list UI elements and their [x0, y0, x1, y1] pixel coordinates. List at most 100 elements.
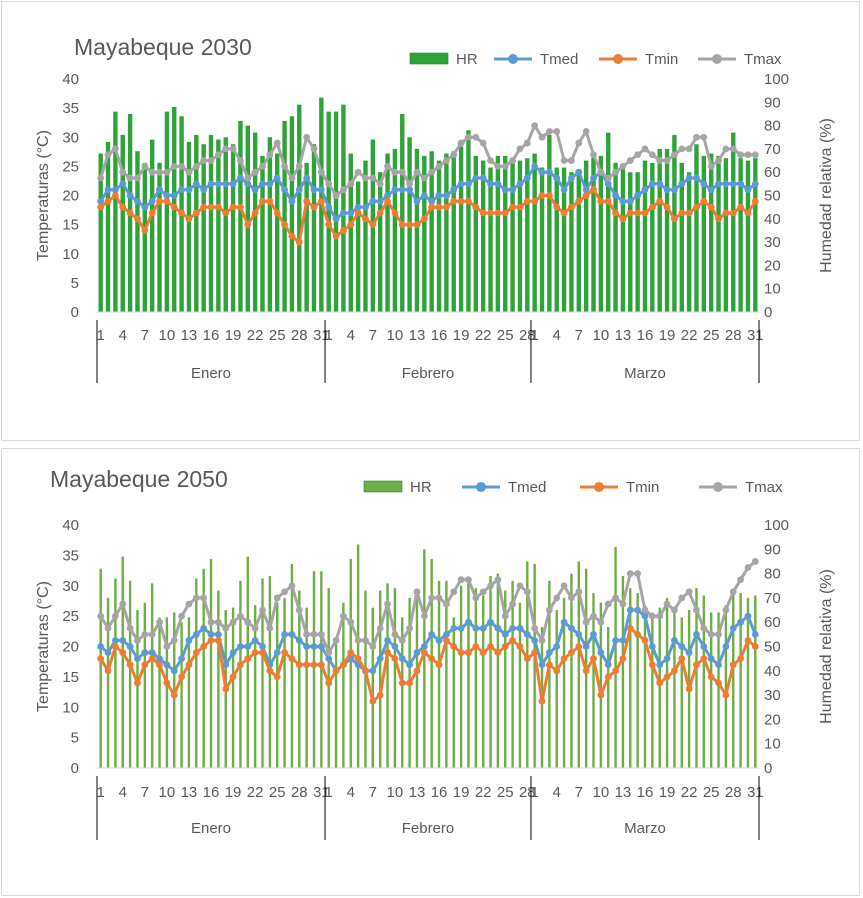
tmed-point [325, 203, 333, 211]
tmed-point [663, 655, 671, 663]
y-tick-label: 25 [62, 608, 79, 625]
tmin-point [347, 221, 355, 229]
tmin-point [340, 227, 347, 234]
x-tick-label: 22 [247, 327, 264, 344]
tmin-point [222, 209, 230, 217]
tmed-point [641, 612, 649, 620]
tmax-point [156, 168, 163, 176]
hr-bar [672, 134, 677, 312]
tmax-point [111, 145, 119, 153]
tmax-point [104, 624, 112, 632]
hr-bar [348, 153, 353, 312]
tmin-point [295, 238, 303, 246]
hr-bar [738, 158, 743, 312]
tmed-point [163, 192, 171, 199]
legend-label-tmed: Tmed [508, 479, 546, 496]
y-tick-label: 30 [62, 129, 79, 146]
tmax-point [597, 618, 605, 626]
hr-bar [371, 607, 375, 768]
tmin-point [516, 643, 524, 650]
tmin-point [597, 197, 605, 205]
y2-tick-label: 50 [764, 188, 781, 205]
x-tick-label: 1 [530, 327, 538, 344]
x-tick-label: 13 [615, 327, 632, 344]
hr-bar [267, 137, 273, 312]
hr-bar [202, 568, 205, 768]
tmax-point [545, 128, 553, 135]
tmed-point [185, 637, 193, 644]
hr-bar [320, 571, 323, 768]
tmin-point [487, 209, 494, 217]
tmin-point [310, 203, 318, 211]
tmin-point [398, 221, 406, 229]
tmed-point [612, 192, 619, 199]
tmax-point [641, 145, 649, 153]
tmin-point [457, 197, 465, 205]
tmin-point [560, 209, 568, 217]
tmed-point [391, 643, 399, 650]
tmed-point [560, 618, 568, 626]
tmax-point [553, 594, 561, 602]
tmax-point [391, 168, 399, 176]
tmed-point [678, 643, 686, 650]
hr-bar [458, 146, 464, 312]
tmed-point [384, 192, 391, 199]
tmax-point [185, 600, 193, 608]
y2-tick-label: 40 [764, 663, 781, 680]
tmed-point [700, 180, 708, 188]
tmin-point [678, 655, 686, 663]
y-tick-label: 0 [71, 760, 79, 777]
tmin-point [251, 649, 259, 656]
tmin-point [192, 209, 200, 217]
tmin-point [303, 661, 311, 669]
hr-bar [650, 162, 655, 312]
x-tick-label: 1 [325, 784, 333, 801]
x-tick-label: 7 [141, 327, 149, 344]
tmed-point [656, 661, 664, 669]
tmax-point [406, 624, 414, 632]
tmed-point [156, 186, 163, 194]
tmed-point [626, 606, 634, 614]
tmax-point [457, 576, 465, 584]
tmed-point [751, 180, 759, 188]
tmed-point [590, 630, 597, 638]
tmin-point [641, 209, 649, 217]
hr-bar [510, 158, 515, 312]
hr-bar [194, 134, 199, 312]
y2-axis-title: Humedad relativa (%) [818, 569, 835, 724]
tmed-point [119, 637, 127, 644]
tmin-point [413, 667, 421, 675]
hr-bar [445, 580, 448, 768]
tmed-point [744, 612, 752, 620]
y2-tick-label: 100 [764, 517, 789, 534]
tmin-point [259, 197, 266, 205]
tmax-point [347, 618, 355, 626]
tmax-point [354, 168, 362, 176]
tmin-point [266, 667, 274, 675]
tmax-point [170, 637, 178, 644]
tmed-point [244, 180, 252, 188]
tmax-point [435, 162, 443, 170]
tmax-point [590, 151, 597, 159]
tmax-point [273, 594, 281, 602]
y-tick-label: 20 [62, 188, 79, 205]
tmax-point [192, 594, 200, 602]
month-label: Febrero [402, 820, 455, 837]
y2-tick-label: 100 [764, 71, 789, 88]
tmed-point [229, 180, 237, 188]
hr-bar [209, 559, 213, 768]
tmax-point [604, 174, 612, 182]
tmin-point [626, 209, 634, 217]
tmax-point [516, 582, 524, 590]
tmin-point [612, 667, 619, 675]
tmax-point [487, 157, 494, 164]
tmin-point [523, 655, 531, 663]
tmax-point [281, 162, 288, 170]
tmin-point [384, 649, 391, 656]
tmax-point [295, 162, 303, 170]
tmax-point [362, 174, 369, 182]
tmax-point [354, 637, 362, 644]
hr-bar [430, 559, 433, 768]
y2-tick-label: 30 [764, 234, 781, 251]
hr-bar [452, 617, 455, 768]
